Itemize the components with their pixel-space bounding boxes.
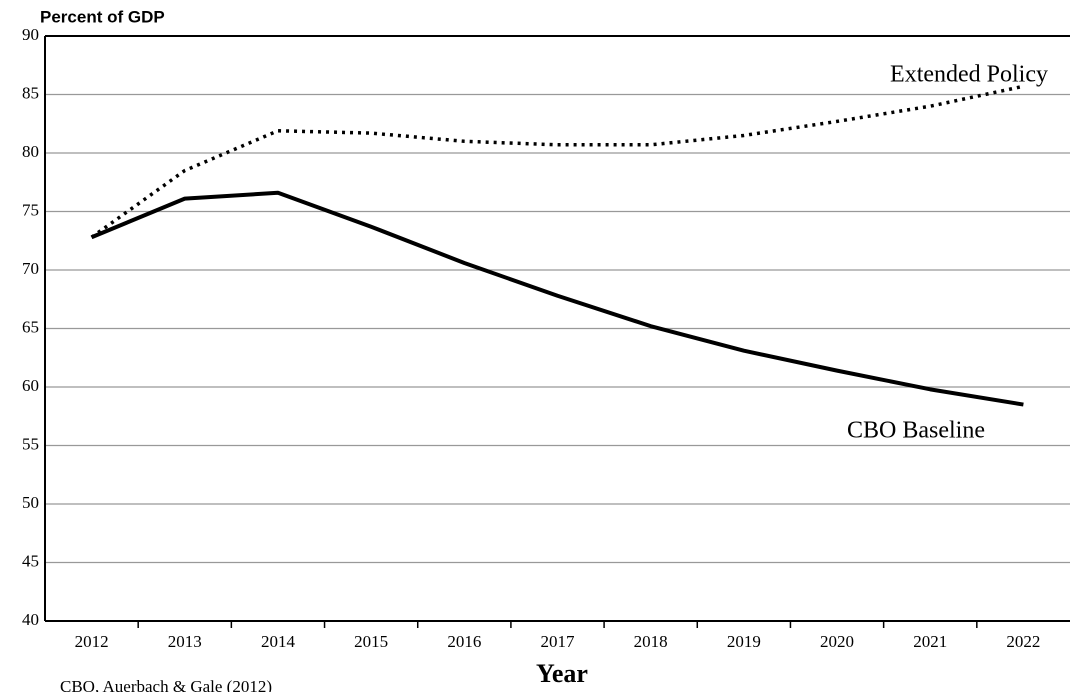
- data-line: [90, 190, 1024, 407]
- series-label: CBO Baseline: [847, 418, 985, 444]
- y-tick-label: 65: [22, 317, 39, 336]
- y-tick-label: 85: [22, 83, 39, 102]
- y-tick-label: 70: [22, 259, 39, 278]
- x-tick-label: 2015: [354, 632, 388, 651]
- x-tick-label: 2021: [913, 632, 947, 651]
- source-note: CBO, Auerbach & Gale (2012): [60, 677, 272, 692]
- series-label: Extended Policy: [890, 62, 1048, 88]
- x-tick-label: 2022: [1006, 632, 1040, 651]
- y-tick-label: 90: [22, 25, 39, 44]
- x-tick-label: 2012: [75, 632, 109, 651]
- y-tick-label: 50: [22, 493, 39, 512]
- x-tick-label: 2013: [168, 632, 202, 651]
- x-tick-label: 2020: [820, 632, 854, 651]
- y-tick-label: 40: [22, 610, 39, 629]
- x-tick-label: 2017: [541, 632, 576, 651]
- x-tick-label: 2018: [634, 632, 668, 651]
- y-axis-label: Percent of GDP: [40, 7, 165, 26]
- x-axis-label: Year: [536, 659, 588, 688]
- x-tick-label: 2019: [727, 632, 761, 651]
- data-line: [90, 84, 1024, 239]
- y-tick-label: 75: [22, 200, 39, 219]
- x-tick-label: 2014: [261, 632, 296, 651]
- y-tick-label: 45: [22, 551, 39, 570]
- y-tick-label: 55: [22, 434, 39, 453]
- y-tick-label: 80: [22, 142, 39, 161]
- x-tick-label: 2016: [447, 632, 481, 651]
- y-tick-label: 60: [22, 376, 39, 395]
